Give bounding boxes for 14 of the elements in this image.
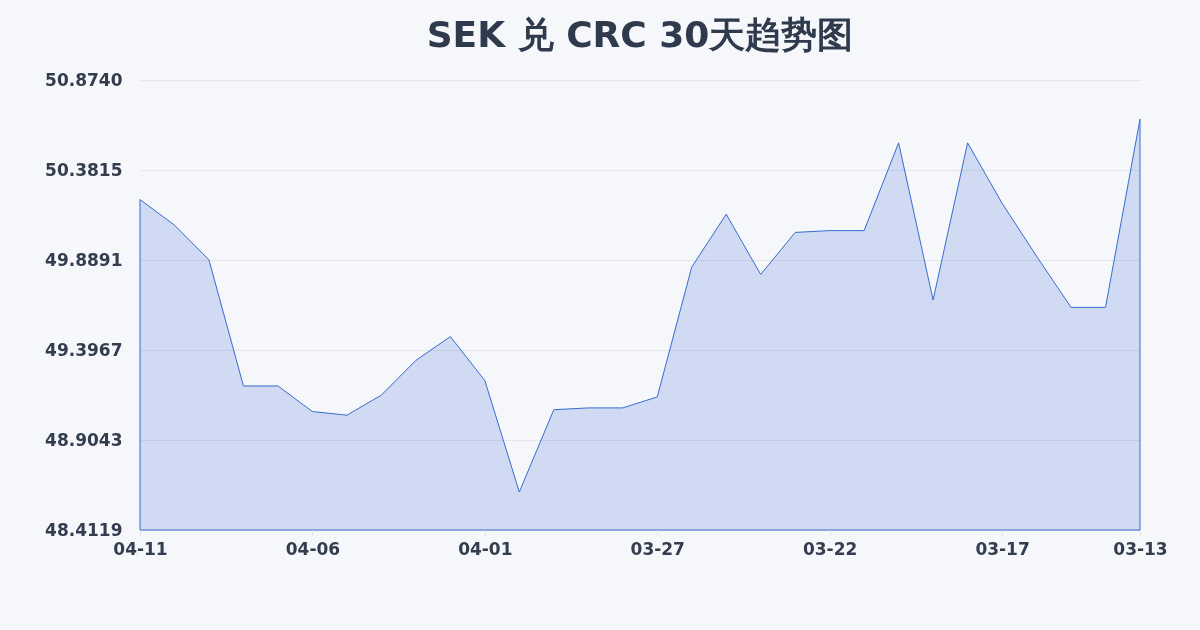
- chart-title: SEK 兑 CRC 30天趋势图: [426, 14, 854, 55]
- x-tick-label: 04-11: [113, 538, 168, 559]
- x-tick-label: 03-22: [802, 538, 858, 559]
- y-tick-label: 49.3967: [45, 339, 123, 360]
- y-tick-label: 48.4119: [45, 519, 123, 540]
- x-tick-label: 04-06: [285, 538, 341, 559]
- x-tick-label: 04-01: [458, 538, 513, 559]
- y-tick-label: 49.8891: [45, 249, 123, 270]
- y-tick-label: 48.9043: [45, 429, 123, 450]
- y-tick-label: 50.8740: [45, 69, 123, 90]
- x-tick-label: 03-17: [975, 538, 1030, 559]
- y-tick-label: 50.3815: [45, 159, 123, 180]
- x-tick-label: 03-27: [630, 538, 685, 559]
- x-tick-label: 03-13: [1113, 538, 1168, 559]
